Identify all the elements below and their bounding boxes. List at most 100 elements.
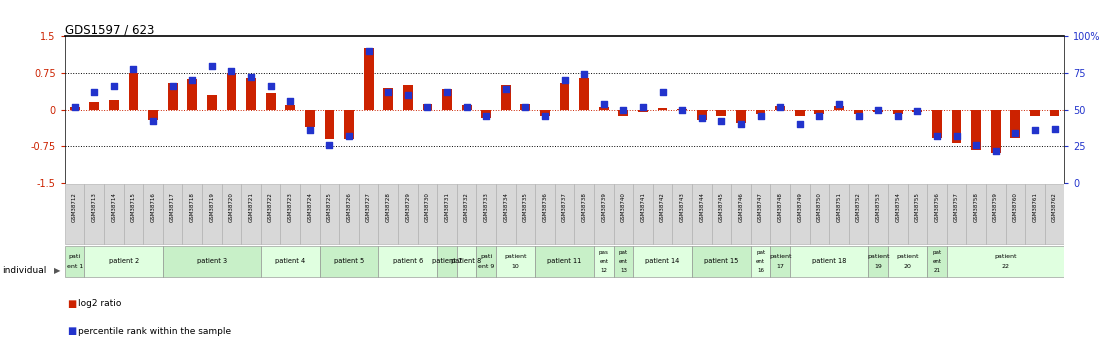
Text: GSM38737: GSM38737 xyxy=(562,192,567,222)
Text: ent: ent xyxy=(756,259,765,264)
Bar xyxy=(398,184,418,244)
Text: patient: patient xyxy=(994,254,1016,258)
Text: pati: pati xyxy=(480,254,492,258)
Bar xyxy=(790,246,869,277)
Bar xyxy=(751,246,770,277)
Point xyxy=(595,101,613,107)
Text: pas: pas xyxy=(599,249,608,255)
Text: 13: 13 xyxy=(619,268,627,273)
Point xyxy=(556,78,574,83)
Text: patient 6: patient 6 xyxy=(392,258,423,264)
Bar xyxy=(1050,110,1060,117)
Point xyxy=(790,121,808,127)
Text: GSM38750: GSM38750 xyxy=(817,192,822,222)
Text: GSM38726: GSM38726 xyxy=(347,192,351,222)
Bar xyxy=(633,184,653,244)
Point xyxy=(693,116,711,121)
Point xyxy=(477,113,495,118)
Text: GSM38721: GSM38721 xyxy=(248,192,254,222)
Bar xyxy=(795,110,805,116)
Text: GSM38760: GSM38760 xyxy=(1013,192,1017,222)
Bar xyxy=(442,89,452,110)
Text: GSM38748: GSM38748 xyxy=(778,192,783,222)
Point xyxy=(987,148,1005,154)
Text: GSM38716: GSM38716 xyxy=(151,192,155,222)
Text: GSM38756: GSM38756 xyxy=(935,192,939,222)
Text: GSM38728: GSM38728 xyxy=(386,192,390,222)
Bar xyxy=(540,110,550,116)
Bar xyxy=(756,110,766,114)
Bar xyxy=(168,83,178,110)
Text: individual: individual xyxy=(2,266,47,275)
Bar xyxy=(104,184,124,244)
Bar xyxy=(678,109,688,110)
Text: log2 ratio: log2 ratio xyxy=(78,299,122,308)
Bar xyxy=(717,110,727,116)
Text: GSM38725: GSM38725 xyxy=(326,192,332,222)
Bar xyxy=(89,102,100,110)
Text: ent: ent xyxy=(619,259,628,264)
Text: ent 9: ent 9 xyxy=(479,264,494,269)
Bar xyxy=(85,184,104,244)
Bar xyxy=(163,184,182,244)
Point xyxy=(243,75,260,80)
Text: 19: 19 xyxy=(874,264,882,269)
Point xyxy=(576,72,594,77)
Bar xyxy=(555,184,575,244)
Bar xyxy=(363,48,373,110)
Text: GSM38735: GSM38735 xyxy=(523,192,528,222)
Text: GSM38729: GSM38729 xyxy=(406,192,410,222)
Bar xyxy=(932,110,941,138)
Text: ent: ent xyxy=(932,259,941,264)
Bar xyxy=(65,246,85,277)
Bar xyxy=(1005,184,1025,244)
Text: pat: pat xyxy=(932,249,941,255)
Point xyxy=(379,89,397,95)
Bar xyxy=(869,246,888,277)
Text: GSM38713: GSM38713 xyxy=(92,192,97,222)
Bar xyxy=(182,184,202,244)
Point xyxy=(536,113,553,118)
Bar xyxy=(260,246,320,277)
Text: GSM38753: GSM38753 xyxy=(875,192,881,222)
Point xyxy=(869,107,887,112)
Text: GSM38744: GSM38744 xyxy=(699,192,704,222)
Bar xyxy=(908,184,927,244)
Bar xyxy=(437,184,457,244)
Bar xyxy=(476,246,496,277)
Text: patient: patient xyxy=(866,254,890,258)
Text: GSM38759: GSM38759 xyxy=(993,192,998,222)
Bar xyxy=(1044,184,1064,244)
Point xyxy=(517,104,534,109)
Bar xyxy=(830,184,849,244)
Bar xyxy=(300,184,320,244)
Text: GSM38732: GSM38732 xyxy=(464,192,470,222)
Bar xyxy=(711,184,731,244)
Bar xyxy=(736,110,746,124)
Text: GSM38762: GSM38762 xyxy=(1052,192,1057,222)
Bar xyxy=(854,110,863,114)
Bar xyxy=(521,104,530,110)
Bar xyxy=(951,110,961,143)
Bar xyxy=(378,246,437,277)
Bar xyxy=(266,92,275,110)
Text: patient 2: patient 2 xyxy=(108,258,139,264)
Point xyxy=(202,63,220,68)
Point xyxy=(732,121,750,127)
Point xyxy=(66,104,84,109)
Point xyxy=(105,83,123,89)
Text: GSM38714: GSM38714 xyxy=(112,192,116,222)
Text: ■: ■ xyxy=(67,299,76,308)
Text: GSM38741: GSM38741 xyxy=(641,192,645,222)
Bar xyxy=(108,100,119,110)
Bar xyxy=(246,78,256,110)
Text: 20: 20 xyxy=(903,264,911,269)
Text: 12: 12 xyxy=(600,268,607,273)
Text: patient 11: patient 11 xyxy=(548,258,581,264)
Text: GSM38751: GSM38751 xyxy=(836,192,842,222)
Point xyxy=(928,133,946,139)
Text: GSM38719: GSM38719 xyxy=(209,192,215,222)
Point xyxy=(830,101,847,107)
Bar xyxy=(163,246,260,277)
Point xyxy=(967,142,985,148)
